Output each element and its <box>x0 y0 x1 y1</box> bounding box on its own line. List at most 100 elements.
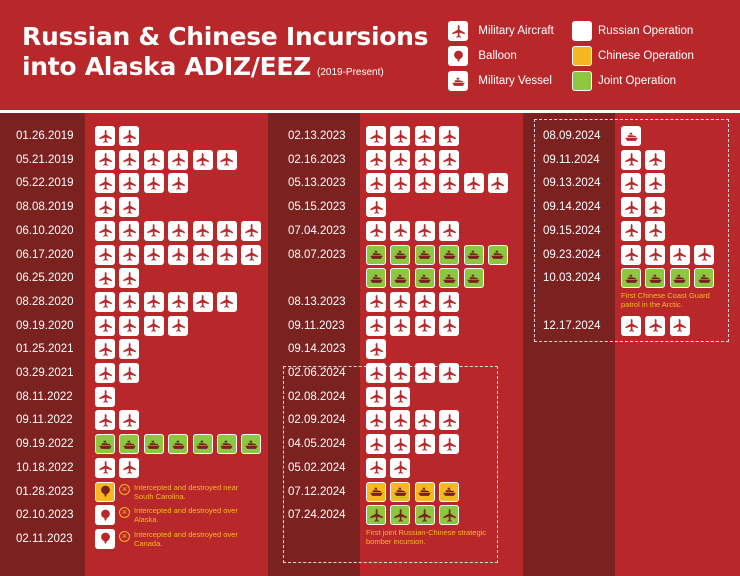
incursion-date: 02.09.2024 <box>288 414 346 427</box>
aircraft-icon <box>168 291 189 312</box>
aircraft-icon <box>216 149 237 170</box>
aircraft-icon <box>390 291 411 312</box>
incursion-icon-row <box>366 481 464 502</box>
incursion-date: 09.11.2024 <box>543 153 600 166</box>
incursion-date: 01.25.2021 <box>16 343 74 356</box>
vessel-icon <box>168 434 189 455</box>
aircraft-icon <box>621 220 641 241</box>
incursion-date: 02.08.2024 <box>288 390 346 403</box>
vessel-icon <box>487 244 508 265</box>
aircraft-icon <box>439 173 460 194</box>
incursion-date: 05.13.2023 <box>288 177 346 190</box>
incursion-icon-row <box>95 481 119 502</box>
incursion-date: 09.14.2024 <box>543 201 601 214</box>
aircraft-icon <box>168 149 189 170</box>
incursion-icon-row <box>621 126 645 146</box>
aircraft-icon <box>95 126 115 146</box>
legend-joint-operation: Joint Operation <box>572 71 676 91</box>
incursion-date: 06.25.2020 <box>16 272 74 285</box>
aircraft-icon <box>621 149 641 170</box>
aircraft-icon <box>119 457 140 478</box>
incursion-icon-row <box>366 386 415 407</box>
incursion-icon-row <box>95 149 241 170</box>
incursion-caption: First joint Russian-Chinese strategic bo… <box>366 528 487 547</box>
incursion-icon-row <box>95 363 144 383</box>
aircraft-icon <box>192 291 213 312</box>
incursion-date: 07.04.2023 <box>288 224 346 237</box>
balloon-icon <box>448 46 468 66</box>
aircraft-icon <box>143 149 164 170</box>
aircraft-icon <box>669 244 690 265</box>
aircraft-icon <box>95 197 115 218</box>
incursion-date: 09.13.2024 <box>543 177 601 190</box>
vessel-icon <box>143 434 164 455</box>
title-subtitle: (2019-Present) <box>317 67 384 78</box>
destroyed-x-icon: × <box>119 530 130 542</box>
incursion-date: 09.19.2020 <box>16 319 74 332</box>
incursion-date: 02.10.2023 <box>16 509 74 522</box>
aircraft-icon <box>143 173 164 194</box>
incursion-date: 05.02.2024 <box>288 461 346 474</box>
aircraft-icon <box>168 220 189 241</box>
aircraft-icon <box>168 173 189 194</box>
aircraft-icon <box>95 457 115 478</box>
aircraft-icon <box>119 315 140 336</box>
aircraft-icon <box>414 173 435 194</box>
aircraft-icon <box>645 220 666 241</box>
incursion-icon-row <box>95 505 119 526</box>
vessel-icon <box>439 244 460 265</box>
incursion-date: 04.05.2024 <box>288 438 346 451</box>
incursion-icon-row <box>366 434 464 455</box>
highlight-box-late-2024 <box>534 119 729 342</box>
incursion-date: 09.11.2022 <box>16 414 73 427</box>
aircraft-icon <box>439 149 460 170</box>
incursion-icon-row <box>95 339 144 360</box>
vessel-icon <box>366 268 386 289</box>
incursion-icon-row <box>95 457 144 478</box>
incursion-icon-row <box>621 220 670 241</box>
aircraft-icon <box>119 291 140 312</box>
incursion-date: 02.16.2023 <box>288 153 346 166</box>
title-line-2: into Alaska ADIZ/EEZ (2019-Present) <box>22 52 428 88</box>
aircraft-icon <box>143 244 164 265</box>
incursion-date: 02.13.2023 <box>288 130 346 142</box>
vessel-icon <box>241 434 262 455</box>
destroyed-x-icon: × <box>119 507 130 519</box>
incursion-date: 02.11.2023 <box>16 532 73 545</box>
aircraft-icon <box>95 149 115 170</box>
aircraft-icon <box>168 244 189 265</box>
aircraft-icon <box>366 386 386 407</box>
incursion-icon-row <box>366 410 464 431</box>
aircraft-icon <box>621 197 641 218</box>
incursion-icon-row <box>366 457 415 478</box>
aircraft-icon <box>95 363 115 383</box>
aircraft-icon <box>366 457 386 478</box>
legend-russian-operation-label: Russian Operation <box>598 25 694 37</box>
aircraft-icon <box>366 505 386 526</box>
incursion-icon-row <box>95 291 241 312</box>
aircraft-icon <box>448 21 468 41</box>
aircraft-icon <box>414 149 435 170</box>
vessel-icon <box>439 268 460 289</box>
incursion-date: 05.21.2019 <box>16 153 74 166</box>
aircraft-icon <box>414 126 435 146</box>
aircraft-icon <box>143 315 164 336</box>
incursion-note: × Intercepted and destroyed over Canada. <box>119 530 244 548</box>
incursion-icon-row <box>366 197 390 218</box>
aircraft-icon <box>143 220 164 241</box>
incursion-date: 09.19.2022 <box>16 438 74 451</box>
aircraft-icon <box>366 339 386 360</box>
legend-joint-operation-label: Joint Operation <box>598 75 676 87</box>
legend-chinese-operation-label: Chinese Operation <box>598 50 694 62</box>
aircraft-icon <box>192 220 213 241</box>
aircraft-icon <box>119 220 140 241</box>
incursion-date: 09.11.2023 <box>288 319 345 332</box>
vessel-icon <box>414 268 435 289</box>
header-divider <box>0 110 740 113</box>
aircraft-icon <box>95 173 115 194</box>
aircraft-icon <box>621 173 641 194</box>
incursion-icon-row <box>366 220 464 241</box>
aircraft-icon <box>119 197 140 218</box>
balloon-icon <box>95 528 115 549</box>
incursion-note-text: Intercepted and destroyed near South Car… <box>134 482 239 501</box>
